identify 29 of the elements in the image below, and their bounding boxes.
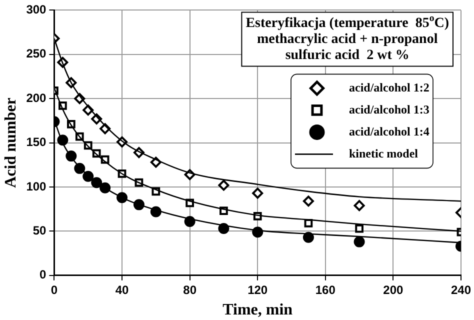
legend-label: acid/alcohol 1:4 (348, 124, 430, 138)
y-tick-label: 100 (26, 179, 47, 194)
y-tick-label: 250 (26, 46, 47, 61)
x-axis-title: Time, min (222, 302, 293, 319)
annotation: methacrylic acid + n-propanol (256, 32, 438, 47)
point (252, 188, 264, 199)
legend-label: acid/alcohol 1:2 (348, 80, 430, 94)
annotation: sulfuric acid 2 wt % (285, 48, 410, 63)
point (302, 232, 314, 243)
y-tick-label: 300 (26, 2, 47, 17)
point (302, 196, 314, 207)
x-tick-label: 240 (450, 282, 472, 297)
point (354, 236, 365, 248)
legend-label: kinetic model (348, 146, 419, 160)
y-tick-label: 50 (32, 224, 47, 238)
y-tick-label: 0 (40, 268, 47, 282)
x-tick-label: 0 (50, 282, 58, 297)
x-tick-label: 40 (115, 282, 130, 297)
legend-label: acid/alcohol 1:3 (348, 102, 430, 116)
x-tick-label: 200 (383, 282, 404, 297)
y-tick-label: 150 (26, 135, 47, 150)
point (218, 180, 230, 191)
y-axis-title: Acid number (2, 98, 20, 188)
y-tick-label: 200 (26, 90, 47, 105)
x-tick-label: 80 (183, 282, 197, 297)
x-tick-label: 160 (315, 282, 336, 297)
point (354, 200, 365, 212)
point (355, 224, 364, 233)
x-tick-label: 120 (248, 282, 268, 297)
